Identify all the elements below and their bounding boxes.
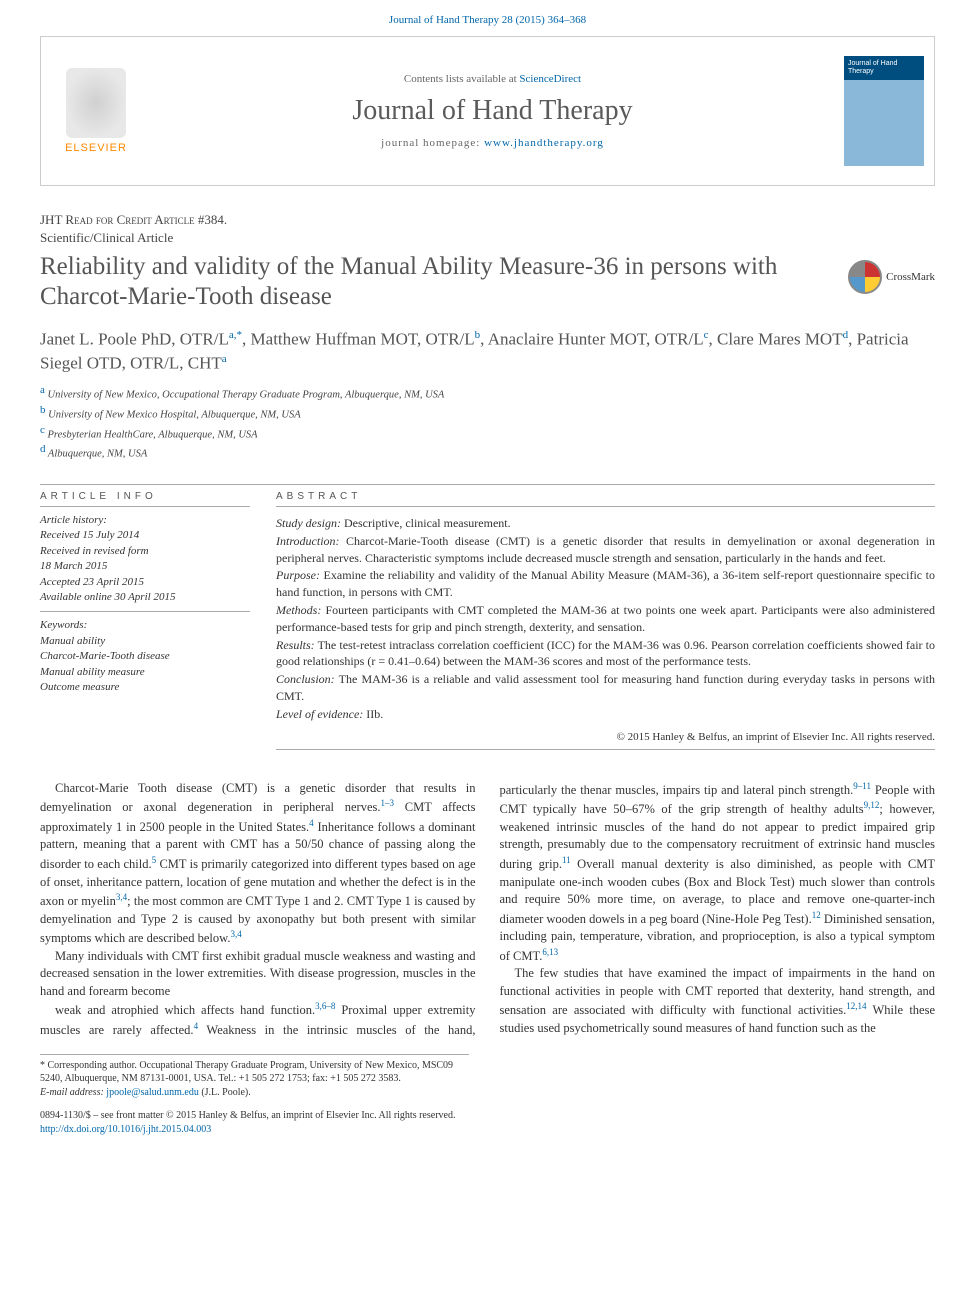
crossmark-widget[interactable]: CrossMark bbox=[848, 260, 935, 294]
sciencedirect-link[interactable]: ScienceDirect bbox=[519, 73, 581, 85]
publisher-label: ELSEVIER bbox=[65, 142, 127, 154]
abstract-heading: abstract bbox=[276, 491, 935, 502]
history-line: Received in revised form bbox=[40, 545, 149, 557]
article-body: Charcot-Marie Tooth disease (CMT) is a g… bbox=[40, 780, 935, 1040]
footnotes: * Corresponding author. Occupational The… bbox=[40, 1054, 469, 1100]
homepage-prefix: journal homepage: bbox=[381, 137, 484, 149]
abstract-item: Study design: Descriptive, clinical meas… bbox=[276, 515, 935, 532]
author-list: Janet L. Poole PhD, OTR/La,*, Matthew Hu… bbox=[40, 328, 935, 375]
history-line: Received 15 July 2014 bbox=[40, 529, 139, 541]
corresponding-footnote: * Corresponding author. Occupational The… bbox=[40, 1059, 469, 1086]
crossmark-icon bbox=[848, 260, 882, 294]
article-title: Reliability and validity of the Manual A… bbox=[40, 252, 832, 312]
article-type: Scientific/Clinical Article bbox=[40, 230, 935, 246]
publisher-logo[interactable]: ELSEVIER bbox=[41, 37, 151, 185]
keyword: Charcot-Marie-Tooth disease bbox=[40, 650, 170, 662]
doi-link[interactable]: http://dx.doi.org/10.1016/j.jht.2015.04.… bbox=[40, 1124, 211, 1135]
contents-prefix: Contents lists available at bbox=[404, 73, 519, 85]
elsevier-tree-icon bbox=[66, 68, 126, 138]
cover-thumb-title: Journal of Hand Therapy bbox=[848, 60, 924, 75]
abstract-item: Results: The test-retest intraclass corr… bbox=[276, 637, 935, 671]
crossmark-label: CrossMark bbox=[886, 271, 935, 283]
page-footer: 0894-1130/$ – see front matter © 2015 Ha… bbox=[40, 1109, 935, 1136]
abstract-copyright: © 2015 Hanley & Belfus, an imprint of El… bbox=[276, 731, 935, 743]
article-meta: JHT Read for Credit Article #384. Scient… bbox=[40, 212, 935, 246]
footer-line1: 0894-1130/$ – see front matter © 2015 Ha… bbox=[40, 1109, 935, 1123]
journal-homepage-link[interactable]: www.jhandtherapy.org bbox=[484, 137, 604, 149]
affiliation-line: c Presbyterian HealthCare, Albuquerque, … bbox=[40, 423, 935, 443]
affiliation-line: d Albuquerque, NM, USA bbox=[40, 442, 935, 462]
journal-homepage-line: journal homepage: www.jhandtherapy.org bbox=[151, 137, 834, 149]
email-author: (J.L. Poole). bbox=[199, 1087, 251, 1098]
keyword: Manual ability measure bbox=[40, 666, 145, 678]
article-section-label: JHT Read for Credit Article #384. bbox=[40, 212, 935, 228]
affiliation-line: b University of New Mexico Hospital, Alb… bbox=[40, 403, 935, 423]
journal-name: Journal of Hand Therapy bbox=[151, 95, 834, 127]
affiliations: a University of New Mexico, Occupational… bbox=[40, 383, 935, 462]
abstract-body: Study design: Descriptive, clinical meas… bbox=[276, 506, 935, 723]
masthead-center: Contents lists available at ScienceDirec… bbox=[151, 37, 834, 185]
body-paragraph: Charcot-Marie Tooth disease (CMT) is a g… bbox=[40, 780, 476, 948]
history-line: 18 March 2015 bbox=[40, 560, 107, 572]
contents-available-line: Contents lists available at ScienceDirec… bbox=[151, 73, 834, 85]
abstract-item: Conclusion: The MAM-36 is a reliable and… bbox=[276, 671, 935, 705]
email-footnote: E-mail address: jpoole@salud.unm.edu (J.… bbox=[40, 1086, 469, 1100]
abstract-bottom-rule bbox=[276, 749, 935, 750]
keyword: Outcome measure bbox=[40, 681, 119, 693]
cover-thumbnail-icon: Journal of Hand Therapy bbox=[844, 56, 924, 166]
body-paragraph: The few studies that have examined the i… bbox=[500, 965, 936, 1037]
journal-masthead: ELSEVIER Contents lists available at Sci… bbox=[40, 36, 935, 186]
history-line: Accepted 23 April 2015 bbox=[40, 576, 144, 588]
affiliation-line: a University of New Mexico, Occupational… bbox=[40, 383, 935, 403]
body-paragraph: Many individuals with CMT first exhibit … bbox=[40, 948, 476, 1001]
keyword: Manual ability bbox=[40, 635, 105, 647]
header-citation: Journal of Hand Therapy 28 (2015) 364–36… bbox=[0, 0, 975, 36]
corr-email-link[interactable]: jpoole@salud.unm.edu bbox=[106, 1087, 199, 1098]
keywords-block: Keywords:Manual abilityCharcot-Marie-Too… bbox=[40, 611, 250, 701]
email-label: E-mail address: bbox=[40, 1087, 106, 1098]
abstract-item: Methods: Fourteen participants with CMT … bbox=[276, 602, 935, 636]
article-info-column: article info Article history:Received 15… bbox=[40, 485, 250, 750]
article-history-block: Article history:Received 15 July 2014Rec… bbox=[40, 506, 250, 611]
abstract-column: abstract Study design: Descriptive, clin… bbox=[276, 485, 935, 750]
article-info-heading: article info bbox=[40, 491, 250, 502]
corr-text: Corresponding author. Occupational Thera… bbox=[40, 1060, 453, 1085]
abstract-item: Level of evidence: IIb. bbox=[276, 706, 935, 723]
history-line: Available online 30 April 2015 bbox=[40, 591, 175, 603]
abstract-item: Introduction: Charcot-Marie-Tooth diseas… bbox=[276, 533, 935, 567]
abstract-item: Purpose: Examine the reliability and val… bbox=[276, 567, 935, 601]
journal-cover-thumb[interactable]: Journal of Hand Therapy bbox=[834, 37, 934, 185]
